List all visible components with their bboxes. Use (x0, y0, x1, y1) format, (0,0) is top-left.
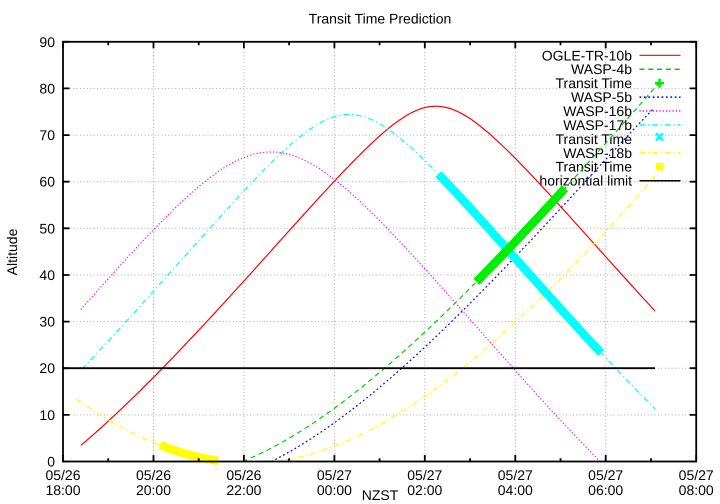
svg-text:NZST: NZST (362, 487, 399, 503)
svg-text:18:00: 18:00 (45, 482, 80, 498)
svg-text:50: 50 (39, 220, 55, 236)
svg-text:0: 0 (47, 454, 55, 470)
svg-text:Transit Time: Transit Time (556, 75, 633, 91)
svg-text:Transit Time: Transit Time (556, 159, 633, 175)
svg-text:80: 80 (39, 80, 55, 96)
svg-text:WASP-4b: WASP-4b (571, 61, 632, 77)
svg-text:05/27: 05/27 (498, 467, 533, 483)
svg-text:05/27: 05/27 (588, 467, 623, 483)
svg-text:22:00: 22:00 (226, 482, 261, 498)
svg-text:20:00: 20:00 (136, 482, 171, 498)
svg-text:10: 10 (39, 407, 55, 423)
svg-text:WASP-16b: WASP-16b (563, 103, 632, 119)
svg-text:06:00: 06:00 (588, 482, 623, 498)
svg-text:90: 90 (39, 34, 55, 50)
svg-text:60: 60 (39, 174, 55, 190)
svg-text:08:00: 08:00 (679, 482, 714, 498)
svg-text:00:00: 00:00 (317, 482, 352, 498)
svg-text:05/27: 05/27 (317, 467, 352, 483)
svg-text:05/27: 05/27 (407, 467, 442, 483)
svg-text:OGLE-TR-10b: OGLE-TR-10b (542, 47, 632, 63)
svg-text:05/27: 05/27 (679, 467, 714, 483)
svg-text:Transit Time Prediction: Transit Time Prediction (309, 11, 452, 27)
svg-text:WASP-17b: WASP-17b (563, 117, 632, 133)
svg-text:Altitude: Altitude (4, 228, 20, 275)
svg-text:05/26: 05/26 (226, 467, 261, 483)
svg-text:20: 20 (39, 360, 55, 376)
svg-text:40: 40 (39, 267, 55, 283)
svg-text:30: 30 (39, 314, 55, 330)
svg-text:05/26: 05/26 (45, 467, 80, 483)
svg-text:05/26: 05/26 (136, 467, 171, 483)
svg-text:WASP-5b: WASP-5b (571, 89, 632, 105)
svg-text:04:00: 04:00 (498, 482, 533, 498)
svg-text:70: 70 (39, 127, 55, 143)
svg-text:02:00: 02:00 (407, 482, 442, 498)
